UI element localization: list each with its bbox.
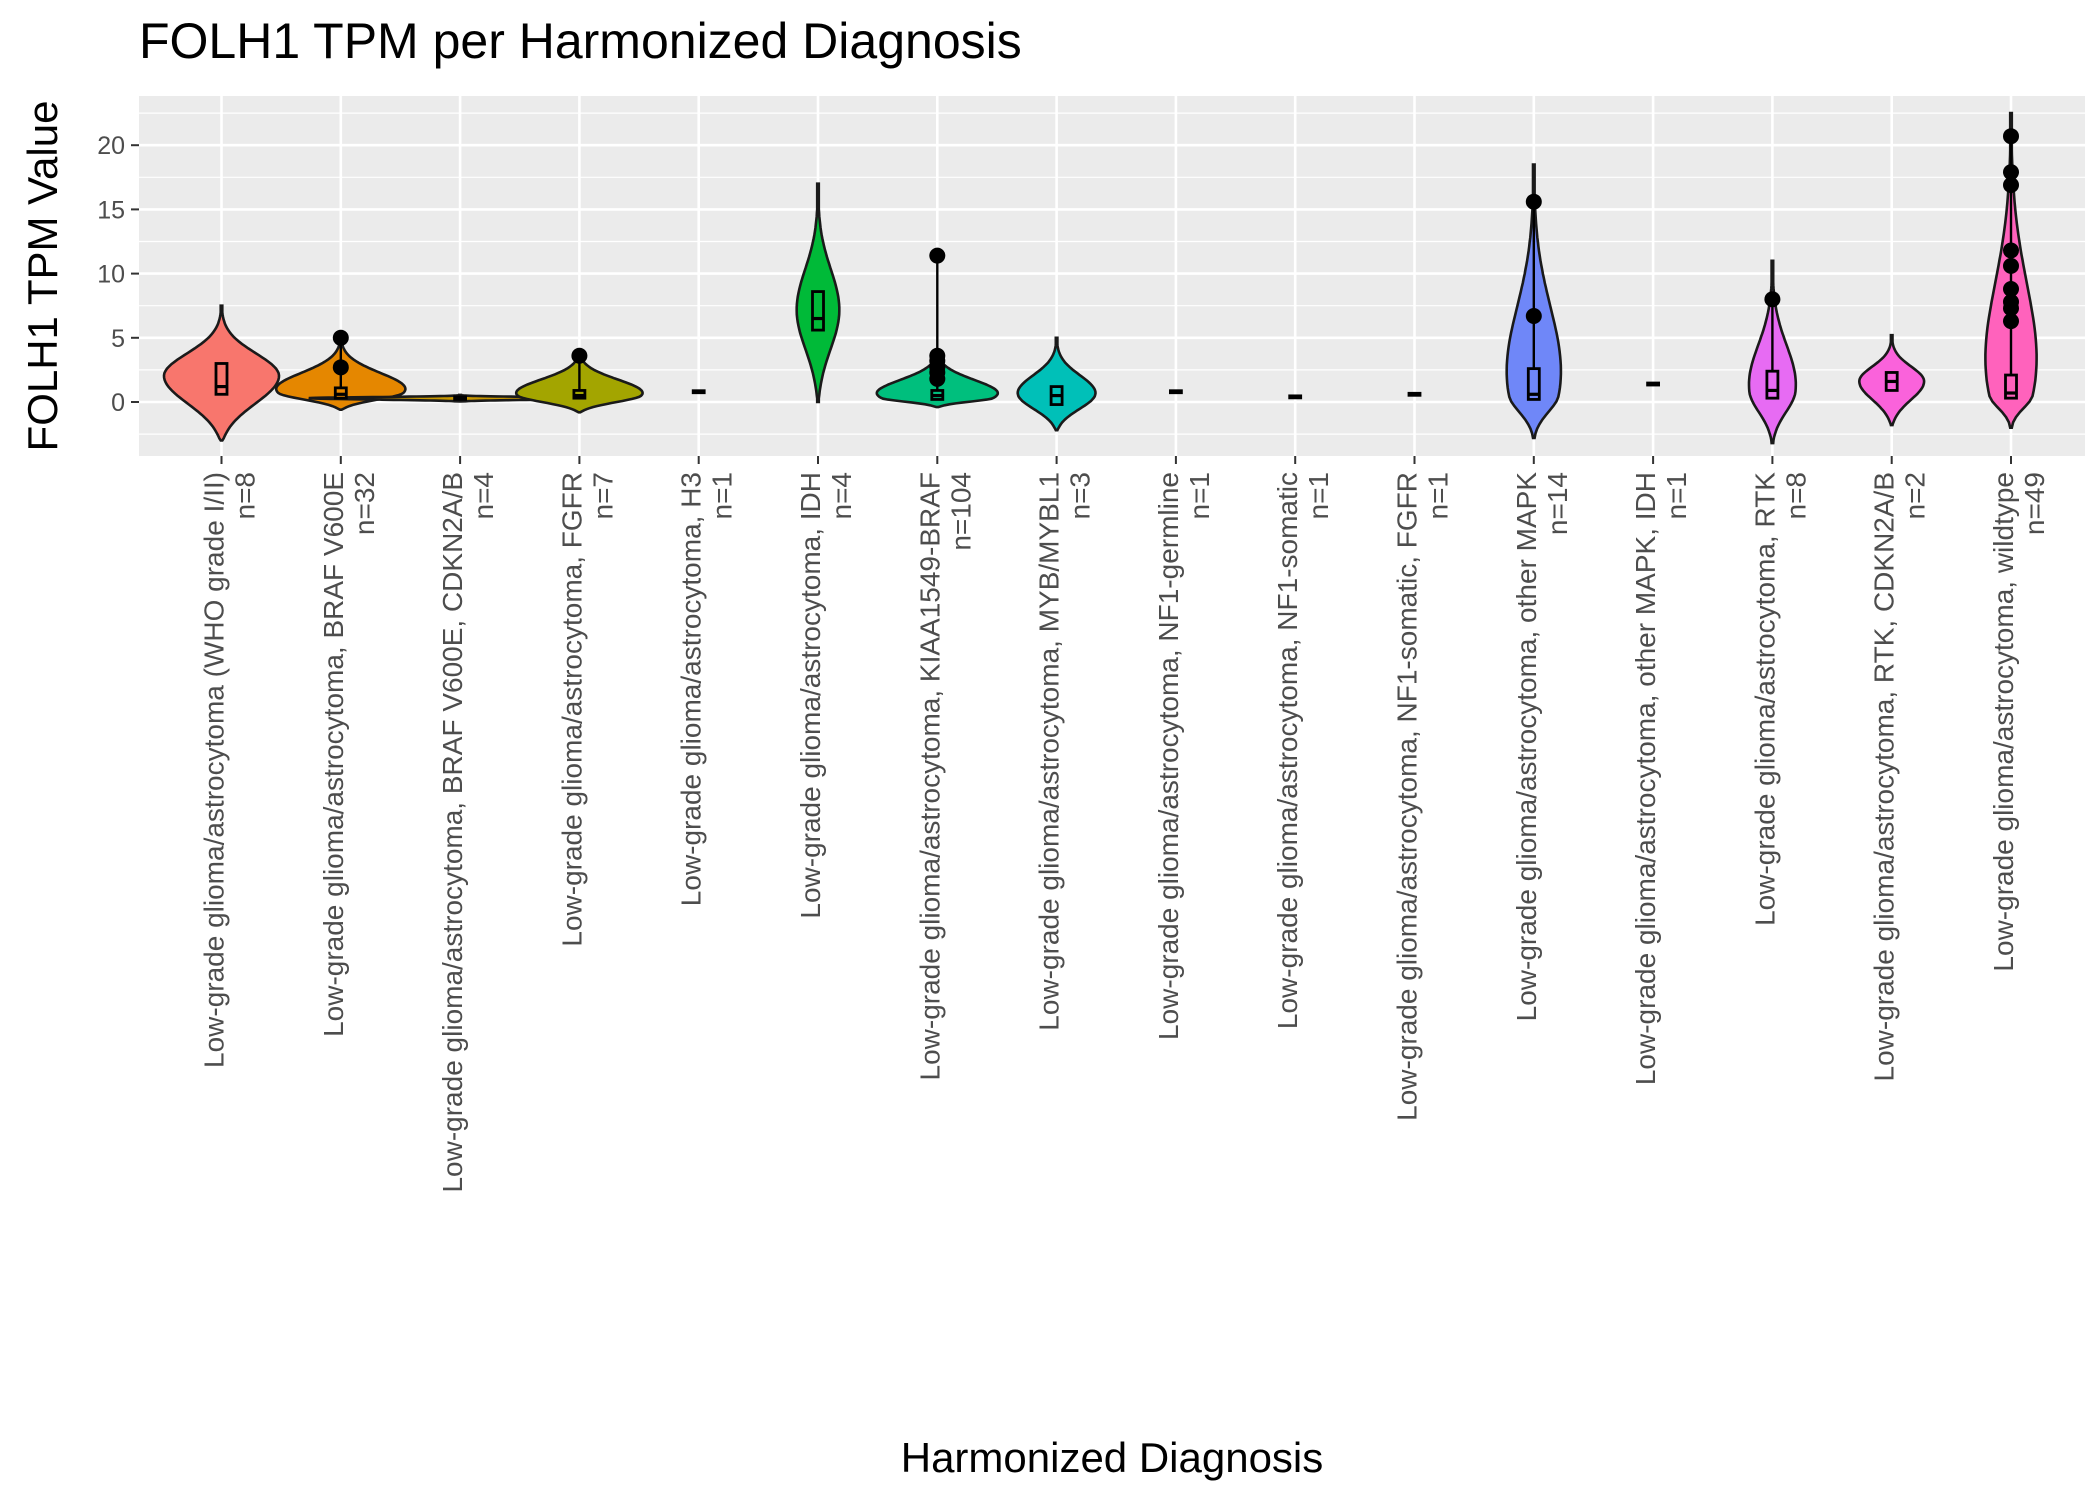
x-tick-label: Low-grade glioma/astrocytoma, H3n=1 [676,472,738,906]
outlier-point [571,347,588,364]
y-axis: 0 5 10 15 20 [97,132,139,417]
outlier-point [1525,307,1542,324]
x-tick-label: Low-grade glioma/astrocytoma, other MAPK… [1630,472,1692,1085]
x-tick-label: Low-grade glioma/astrocytoma, IDHn=4 [795,472,857,919]
box-0 [214,362,229,396]
outlier-point [2003,242,2019,259]
x-tick-label-count: n=1 [1423,472,1454,520]
outlier-point [929,347,946,364]
x-tick-label: Low-grade glioma/astrocytoma, BRAF V600E… [437,472,499,1193]
x-tick-label-name: Low-grade glioma/astrocytoma, RTK [1749,472,1780,926]
x-tick-label-count: n=8 [230,472,261,520]
x-axis: Low-grade glioma/astrocytoma (WHO grade … [199,456,2050,1193]
x-tick-label: Low-grade glioma/astrocytoma, KIAA1549-B… [914,472,976,1081]
x-tick-label: Low-grade glioma/astrocytoma, BRAF V600E… [318,472,380,1037]
x-tick-label-name: Low-grade glioma/astrocytoma, BRAF V600E [318,472,349,1037]
y-tick-label: 0 [111,389,125,417]
x-tick-label-count: n=49 [2019,472,2050,535]
x-tick-label: Low-grade glioma/astrocytoma, RTK, CDKN2… [1869,472,1931,1082]
outlier-point [2003,177,2019,194]
outlier-point [1525,193,1542,210]
x-tick-label: Low-grade glioma/astrocytoma, NF1-somati… [1272,472,1334,1029]
x-tick-label-name: Low-grade glioma/astrocytoma, NF1-germli… [1153,472,1184,1040]
x-axis-title: Harmonized Diagnosis [901,1434,1324,1481]
outlier-point [332,329,349,346]
y-axis-title: FOLH1 TPM Value [19,101,66,452]
outlier-point [2003,257,2019,274]
x-tick-label-count: n=14 [1542,472,1573,535]
x-tick-label-name: Low-grade glioma/astrocytoma, NF1-somati… [1392,472,1423,1121]
x-tick-label: Low-grade glioma/astrocytoma, NF1-somati… [1392,472,1454,1121]
outlier-point [2003,128,2019,145]
y-tick-label: 10 [97,261,125,289]
x-tick-label-count: n=7 [587,472,618,520]
outlier-point [2003,293,2019,310]
x-tick-label-count: n=4 [468,472,499,520]
x-tick-label: Low-grade glioma/astrocytoma, RTKn=8 [1749,472,1811,926]
x-tick-label-name: Low-grade glioma/astrocytoma, H3 [676,472,707,906]
x-tick-label-name: Low-grade glioma/astrocytoma, wildtype [1988,472,2019,972]
x-tick-label-count: n=4 [826,472,857,520]
x-tick-label-count: n=3 [1065,472,1096,520]
x-tick-label-count: n=104 [945,472,976,551]
x-tick-label-count: n=8 [1780,472,1811,520]
x-tick-label-count: n=1 [1184,472,1215,520]
x-tick-label-name: Low-grade glioma/astrocytoma, NF1-somati… [1272,472,1303,1029]
outlier-point [1764,291,1781,308]
x-tick-label: Low-grade glioma/astrocytoma, other MAPK… [1511,472,1573,1022]
x-tick-label-name: Low-grade glioma/astrocytoma, IDH [795,472,826,919]
box-13 [1765,369,1780,400]
violin-7 [1016,336,1097,432]
y-tick-label: 20 [97,132,125,160]
y-tick-label: 5 [111,325,125,353]
x-tick-label: Low-grade glioma/astrocytoma, wildtypen=… [1988,472,2050,972]
chart-title: FOLH1 TPM per Harmonized Diagnosis [139,13,1022,69]
x-tick-label-name: Low-grade glioma/astrocytoma, MYB/MYBL1 [1034,472,1065,1031]
x-tick-label-name: Low-grade glioma/astrocytoma, other MAPK [1511,472,1542,1022]
grid-minor [139,112,2085,435]
outlier-point [332,359,349,376]
outlier-point [2003,281,2019,298]
x-tick-label-name: Low-grade glioma/astrocytoma, RTK, CDKN2… [1869,472,1900,1082]
x-tick-label-name: Low-grade glioma/astrocytoma, KIAA1549-B… [914,472,945,1081]
x-tick-label-count: n=1 [1303,472,1334,520]
x-tick-label: Low-grade glioma/astrocytoma, MYB/MYBL1n… [1034,472,1096,1031]
x-tick-label-count: n=2 [1900,472,1931,520]
x-tick-label-name: Low-grade glioma/astrocytoma, other MAPK… [1630,472,1661,1085]
x-tick-label: Low-grade glioma/astrocytoma, FGFRn=7 [556,472,618,947]
x-tick-label-count: n=32 [349,472,380,535]
x-tick-label-name: Low-grade glioma/astrocytoma (WHO grade … [199,472,230,1068]
outlier-point [2003,313,2019,330]
x-tick-label-name: Low-grade glioma/astrocytoma, FGFR [556,472,587,947]
x-tick-label-count: n=1 [707,472,738,520]
x-tick-label-count: n=1 [1661,472,1692,520]
outlier-layer [332,128,2019,387]
outlier-point [929,247,946,264]
y-tick-label: 15 [97,196,125,224]
x-tick-label: Low-grade glioma/astrocytoma (WHO grade … [199,472,261,1068]
x-tick-label-name: Low-grade glioma/astrocytoma, BRAF V600E… [437,472,468,1193]
x-tick-label: Low-grade glioma/astrocytoma, NF1-germli… [1153,472,1215,1040]
box-5 [811,290,825,332]
box-15 [2004,373,2018,400]
outlier-point [2003,164,2019,181]
